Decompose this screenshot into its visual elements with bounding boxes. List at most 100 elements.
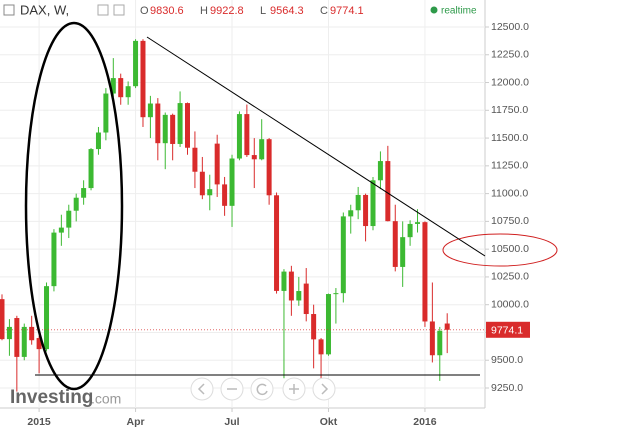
y-tick-label: 11250.0 <box>491 160 528 172</box>
arrow-icon <box>321 383 329 395</box>
candle-body <box>118 78 124 98</box>
y-tick-label: 10000.0 <box>491 298 529 310</box>
candle-body <box>88 149 94 189</box>
candle-body <box>147 103 153 118</box>
candle-body <box>222 184 228 206</box>
arrow-icon <box>197 383 205 395</box>
candle-body <box>370 180 376 227</box>
candle-body <box>429 321 435 356</box>
drawn-ellipse-red <box>442 233 558 267</box>
candle-body <box>14 318 20 357</box>
y-tick-label: 10750.0 <box>491 215 529 227</box>
candle-body <box>73 197 79 211</box>
scroll-right-button[interactable] <box>312 377 336 401</box>
y-tick-label: 10250.0 <box>491 271 529 283</box>
candle-body <box>311 314 317 340</box>
candle-body <box>6 326 12 340</box>
candle-body <box>185 103 190 148</box>
candle-body <box>170 114 176 144</box>
y-tick-label: 10500.0 <box>491 243 529 255</box>
candle-body <box>44 286 50 350</box>
candle-body <box>155 103 161 144</box>
candle-body <box>244 114 250 156</box>
ohlc-label: L <box>260 5 266 17</box>
last-price-label: 9774.1 <box>491 325 523 337</box>
candle-body <box>377 161 383 181</box>
candle-body <box>214 143 220 185</box>
candle-body <box>0 299 5 340</box>
candle-body <box>251 155 257 160</box>
y-tick-label: 11000.0 <box>491 187 528 199</box>
y-tick-label: 9500.0 <box>491 354 523 366</box>
watermark-suffix: .com <box>91 391 121 407</box>
candle-body <box>207 189 213 196</box>
candle-body <box>318 339 324 355</box>
candle-body <box>29 326 35 341</box>
plus-icon <box>289 384 299 394</box>
ohlc-value: 9774.1 <box>330 5 364 17</box>
candle-body <box>140 40 146 118</box>
candle-body <box>363 194 369 227</box>
scroll-left-button[interactable] <box>190 377 214 401</box>
candle-body <box>392 221 398 267</box>
settings-icon[interactable] <box>97 4 109 16</box>
candle-body <box>81 188 87 198</box>
status-dot <box>430 6 438 14</box>
y-tick-label: 11750.0 <box>491 104 528 116</box>
ohlc-label: C <box>320 5 328 17</box>
x-tick-label: 2016 <box>413 416 437 428</box>
ohlc-value: 9922.8 <box>210 5 244 17</box>
nav-buttons <box>190 377 336 401</box>
trend-line <box>146 36 486 257</box>
close-icon[interactable] <box>113 4 125 16</box>
candle-body <box>333 293 339 295</box>
candle-body <box>162 114 168 144</box>
reset-button[interactable] <box>250 377 274 401</box>
x-tick-label: Jul <box>224 416 239 428</box>
x-tick-label: Okt <box>320 416 338 428</box>
candle-body <box>236 114 242 159</box>
candle-body <box>274 195 280 291</box>
candle-body <box>444 323 450 330</box>
candle-body <box>199 171 205 196</box>
candle-body <box>229 158 235 206</box>
candle-body <box>437 330 443 356</box>
candle-body <box>340 216 346 294</box>
candle-body <box>51 232 57 287</box>
status-label: realtime <box>441 6 477 17</box>
candle-body <box>192 147 198 172</box>
candle-body <box>110 78 116 94</box>
candle-body <box>58 227 64 233</box>
last-price-box <box>486 321 530 338</box>
menu-icon[interactable] <box>3 4 15 16</box>
candle-body <box>400 237 406 267</box>
candle-body <box>355 194 361 211</box>
watermark: Investing <box>10 387 93 408</box>
candle-body <box>66 210 72 228</box>
candle-body <box>303 283 309 315</box>
y-tick-label: 12250.0 <box>491 49 529 61</box>
candle-body <box>407 223 413 238</box>
candle-body <box>21 326 27 357</box>
y-tick-label: 9250.0 <box>491 382 523 394</box>
candle-body <box>415 222 421 224</box>
candle-body <box>133 40 139 87</box>
candle-body <box>103 93 109 133</box>
candle-body <box>125 86 131 98</box>
candle-body <box>385 161 391 222</box>
candles <box>0 39 485 392</box>
candle-body <box>281 271 287 291</box>
ohlc-label: O <box>140 5 149 17</box>
candle-body <box>288 271 294 301</box>
candle-body <box>95 132 101 150</box>
x-tick-label: 2015 <box>27 416 51 428</box>
candle-body <box>325 294 331 355</box>
y-tick-label: 12500.0 <box>491 21 529 33</box>
candle-body <box>177 103 183 144</box>
candle-body <box>296 291 302 301</box>
ohlc-readout: O 9830.6 H 9922.8 L 9564.3 C 9774.1 <box>140 5 364 17</box>
reset-icon <box>256 383 268 396</box>
y-tick-label: 12000.0 <box>491 76 529 88</box>
chart-title: DAX, W, <box>20 2 69 17</box>
